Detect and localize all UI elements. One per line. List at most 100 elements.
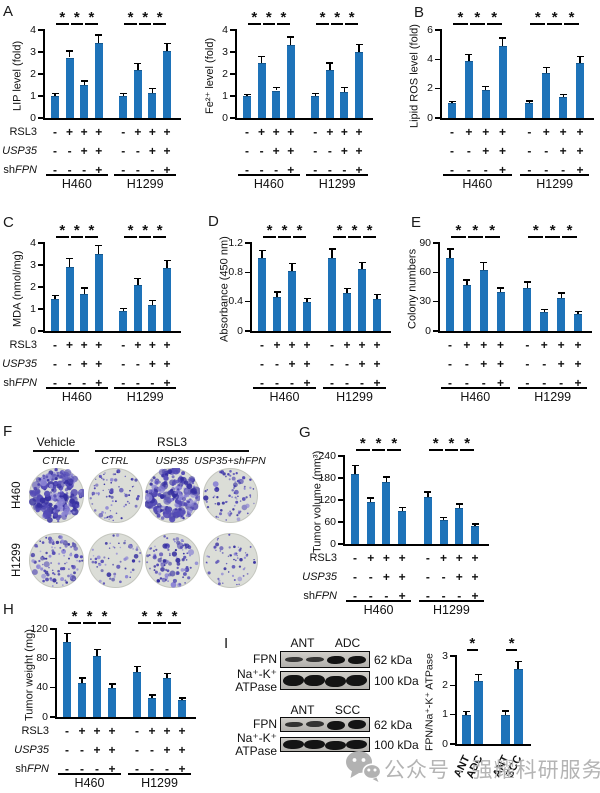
colony-dot bbox=[230, 495, 233, 498]
y-tick-label: 0 bbox=[427, 111, 433, 124]
colony-dot bbox=[186, 507, 193, 514]
cell-line-label: H1299 bbox=[141, 776, 178, 790]
y-tick-label: 240 bbox=[318, 449, 336, 462]
colony-dot bbox=[145, 493, 153, 502]
y-tick-label: 2 bbox=[30, 67, 36, 80]
treatment-label-part: FPN bbox=[315, 590, 337, 602]
bar bbox=[542, 72, 551, 118]
treatment-value: - bbox=[135, 762, 139, 776]
sig-star: * bbox=[534, 9, 541, 26]
treatment-value: - bbox=[448, 376, 452, 390]
colony-dot bbox=[174, 507, 178, 511]
colony-dot bbox=[111, 499, 114, 502]
colony-dish bbox=[202, 467, 258, 523]
blot-lane-header: ANT bbox=[290, 703, 315, 717]
colony-dot bbox=[167, 548, 170, 551]
colony-dot bbox=[94, 491, 97, 494]
colony-dot bbox=[184, 488, 189, 492]
error-bar-whisker bbox=[478, 674, 480, 681]
colony-dot bbox=[232, 472, 235, 475]
colony-dot bbox=[109, 509, 111, 511]
colony-dot bbox=[47, 536, 53, 541]
blot-row-label: Na⁺-K⁺ ATPase bbox=[235, 730, 277, 758]
treatment-value: + bbox=[303, 357, 311, 371]
wechat-icon bbox=[346, 751, 381, 782]
error-bar-cap bbox=[398, 506, 406, 509]
colony-dot bbox=[104, 511, 106, 514]
colony-dot bbox=[245, 553, 248, 555]
molecular-weight-label: 100 kDa bbox=[374, 673, 419, 688]
colony-dot bbox=[124, 475, 126, 477]
treatment-value: + bbox=[367, 551, 375, 565]
colony-dot bbox=[248, 486, 252, 489]
treatment-value: + bbox=[480, 338, 488, 352]
treatment-value: - bbox=[481, 376, 486, 390]
colony-dot bbox=[43, 502, 46, 506]
sig-line bbox=[486, 23, 502, 25]
error-bar-whisker bbox=[579, 56, 581, 63]
sig-line bbox=[467, 649, 478, 651]
colony-dot bbox=[105, 495, 108, 498]
panel-label-e: E bbox=[411, 214, 422, 231]
treatment-value: + bbox=[273, 338, 281, 352]
colony-dot bbox=[52, 577, 57, 583]
treatment-label-part: FPN bbox=[15, 377, 37, 389]
colony-dot bbox=[106, 571, 111, 577]
y-tick-label: 4 bbox=[30, 23, 36, 36]
colony-dot bbox=[133, 553, 138, 559]
bar bbox=[455, 508, 464, 544]
colony-dot bbox=[107, 518, 110, 520]
sig-line bbox=[333, 236, 346, 238]
bar bbox=[557, 297, 566, 331]
watermark: 公众号 · 强耀科研服务 bbox=[345, 748, 600, 784]
error-bar-cap bbox=[475, 673, 483, 676]
colony-dot bbox=[65, 561, 68, 563]
treatment-value: - bbox=[313, 144, 318, 158]
colony-dot bbox=[189, 497, 192, 501]
y-tick-label: 2 bbox=[427, 82, 433, 95]
bar bbox=[272, 90, 281, 118]
treatment-value: + bbox=[148, 144, 156, 158]
bar bbox=[163, 50, 171, 118]
sig-star: * bbox=[336, 222, 343, 239]
treatment-value: - bbox=[542, 357, 547, 371]
treatment-value: + bbox=[355, 163, 363, 177]
sig-star: * bbox=[251, 9, 258, 26]
treatment-value: - bbox=[441, 570, 446, 584]
cell-line-underline bbox=[306, 174, 368, 176]
colony-dot bbox=[236, 494, 239, 497]
colony-dot bbox=[249, 495, 251, 498]
cell-line-label: H1299 bbox=[126, 177, 164, 191]
bar bbox=[540, 312, 549, 331]
sig-line bbox=[263, 236, 276, 238]
colony-dot bbox=[146, 553, 150, 557]
colony-dot bbox=[156, 562, 160, 566]
colony-dot bbox=[148, 553, 151, 556]
colony-dot bbox=[127, 493, 130, 496]
treatment-value: - bbox=[135, 743, 139, 757]
colony-dot bbox=[97, 562, 100, 564]
y-tick-label: 90 bbox=[419, 236, 431, 249]
cell-line-label: H460 bbox=[462, 177, 493, 191]
colony-dot bbox=[227, 493, 231, 497]
y-tick-mark bbox=[38, 51, 43, 53]
bar bbox=[133, 69, 142, 118]
y-tick-label: 60 bbox=[324, 515, 336, 528]
treatment-value: + bbox=[358, 357, 366, 371]
sig-star: * bbox=[296, 222, 303, 239]
colony-dot bbox=[45, 551, 48, 554]
f-row-label-h1299: H1299 bbox=[11, 543, 23, 577]
protein-band bbox=[284, 657, 303, 662]
protein-band bbox=[304, 674, 325, 686]
bar bbox=[63, 642, 71, 717]
treatment-value: - bbox=[121, 338, 126, 352]
colony-dot bbox=[104, 516, 107, 519]
colony-dot bbox=[126, 500, 129, 502]
colony-dot bbox=[215, 559, 220, 563]
treatment-value: + bbox=[382, 570, 390, 584]
y-tick-mark bbox=[433, 300, 438, 303]
y-tick-mark bbox=[433, 271, 438, 274]
bar bbox=[243, 96, 251, 118]
colony-dot bbox=[189, 566, 192, 569]
colony-dot bbox=[226, 500, 228, 502]
